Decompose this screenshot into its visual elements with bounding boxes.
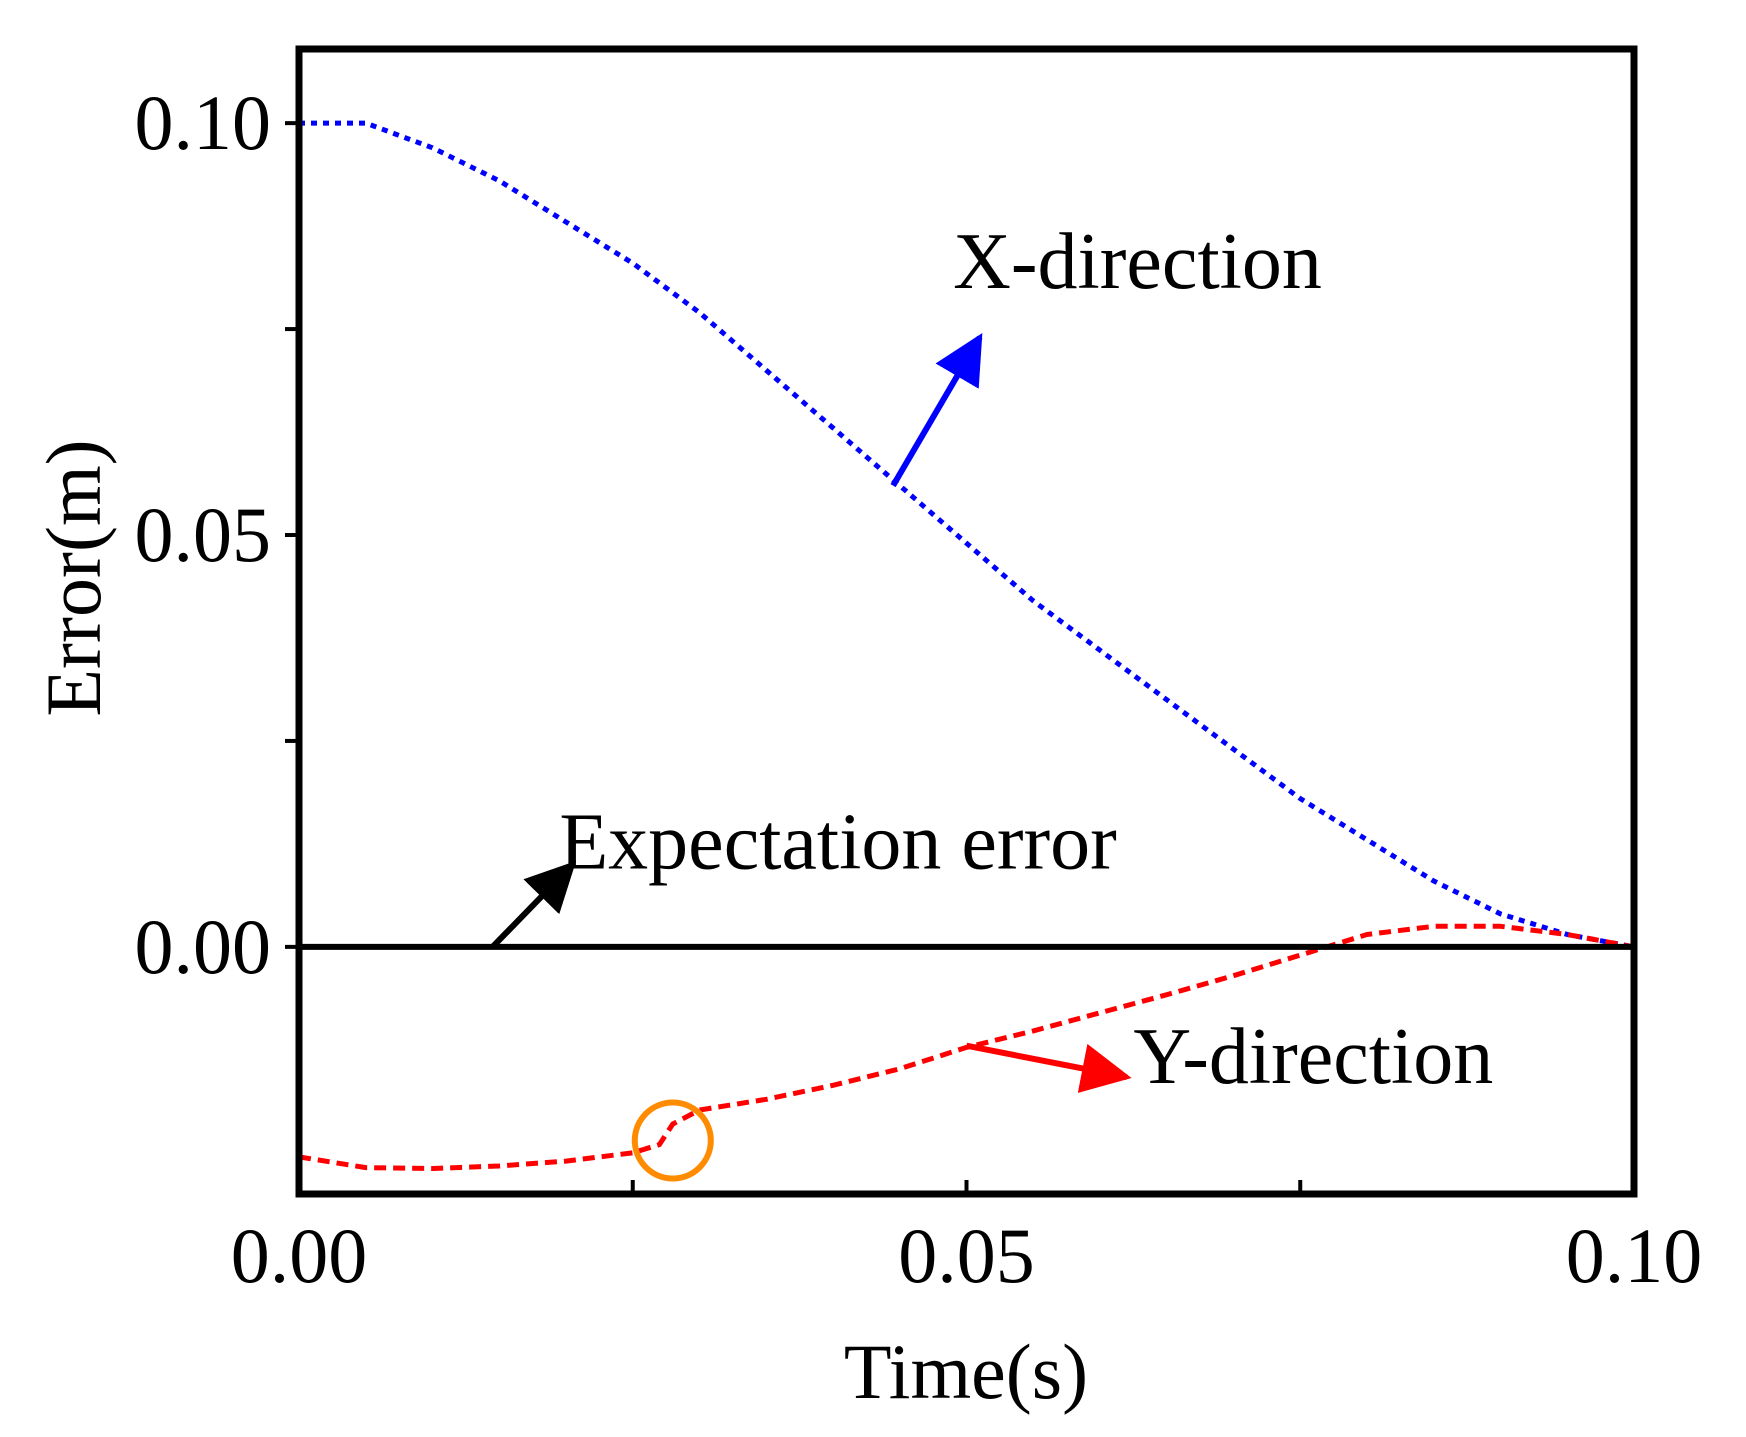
- x-tick-label: 0.00: [231, 1212, 368, 1299]
- y-tick-label: 0.00: [135, 903, 272, 990]
- series-line-y-direction: [298, 923, 1635, 1171]
- y-tick-label: 0.10: [135, 79, 272, 166]
- plot-marks: X-direction Expectation error Y-direction: [298, 120, 1635, 1182]
- highlight-circle: [631, 1099, 714, 1182]
- y-axis: 0.00 0.05 0.10: [135, 79, 299, 990]
- annotation-label-expectation-error: Expectation error: [559, 799, 1116, 887]
- annotation-arrow-expectation-error: [490, 860, 577, 949]
- x-axis-label: Time(s): [844, 1328, 1088, 1415]
- x-axis: 0.00 0.05 0.10: [231, 1180, 1703, 1299]
- x-tick-label: 0.05: [898, 1212, 1035, 1299]
- annotation-arrow-x-direction: [890, 332, 983, 488]
- x-tick-label: 0.10: [1566, 1212, 1703, 1299]
- y-axis-label: Error(m): [30, 439, 117, 716]
- annotation-arrow-y-direction: [965, 1042, 1132, 1093]
- annotation-label-x-direction: X-direction: [953, 218, 1322, 306]
- series-line-x-direction: [299, 120, 1635, 950]
- y-tick-label: 0.05: [135, 491, 272, 578]
- annotation-label-y-direction: Y-direction: [1133, 1013, 1493, 1101]
